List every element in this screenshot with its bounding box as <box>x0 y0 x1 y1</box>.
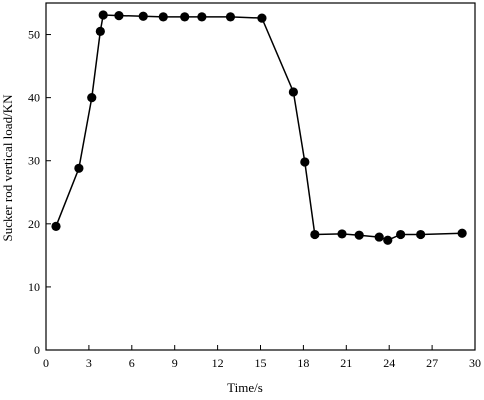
x-axis-title: Time/s <box>227 380 263 395</box>
plot-frame <box>45 2 476 351</box>
series-layer <box>51 10 467 245</box>
data-point <box>288 87 298 97</box>
y-axis-title: Sucker rod vertical load/KN <box>0 94 15 242</box>
y-tick-label: 40 <box>28 91 40 105</box>
data-point <box>225 12 236 22</box>
y-tick-label: 50 <box>28 28 40 42</box>
data-point <box>98 10 108 20</box>
data-point <box>337 229 347 239</box>
data-point <box>114 11 124 21</box>
x-tick-label: 3 <box>86 356 92 370</box>
data-point <box>197 12 207 22</box>
y-tick-label: 20 <box>28 217 40 231</box>
x-tick-label: 24 <box>383 356 395 370</box>
data-point <box>158 12 168 22</box>
x-tick-label: 12 <box>212 356 224 370</box>
x-tick-label: 21 <box>340 356 352 370</box>
x-tick-label: 30 <box>469 356 481 370</box>
data-point <box>310 229 320 240</box>
x-tick-label: 0 <box>43 356 49 370</box>
data-point <box>74 163 84 173</box>
y-tick-label: 30 <box>28 154 40 168</box>
axis-ticks: 0 3 6 9 12 15 18 21 24 27 30 0 10 20 30 40 50 <box>28 28 481 370</box>
data-point <box>396 229 406 240</box>
series-line <box>55 14 463 242</box>
y-tick-label: 10 <box>28 280 40 294</box>
data-point <box>300 157 310 167</box>
data-point <box>257 13 267 23</box>
data-point <box>180 12 190 22</box>
data-point <box>416 229 426 240</box>
x-tick-label: 9 <box>172 356 178 370</box>
data-point <box>138 11 148 21</box>
data-point <box>457 228 467 238</box>
data-point <box>354 230 364 240</box>
x-tick-label: 15 <box>255 356 267 370</box>
data-point <box>374 232 384 242</box>
x-tick-label: 6 <box>129 356 135 370</box>
x-tick-label: 27 <box>426 356 438 370</box>
data-point <box>95 26 105 36</box>
y-tick-label: 0 <box>34 343 40 357</box>
data-point <box>51 221 61 231</box>
data-point <box>87 93 97 103</box>
x-tick-label: 18 <box>297 356 309 370</box>
data-point <box>383 235 393 245</box>
